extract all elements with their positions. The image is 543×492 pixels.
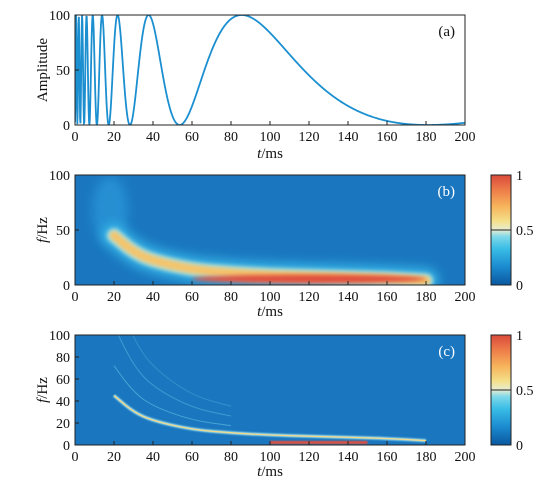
y-tick-label: 40 — [56, 395, 70, 410]
x-axis-c: 0 20 40 60 80 100 120 140 160 180 200 — [72, 441, 476, 465]
x-tick-label: 60 — [185, 450, 199, 465]
y-tick-label: 20 — [56, 417, 70, 432]
panel-label-c: (c) — [438, 344, 455, 360]
x-tick-label: 160 — [377, 290, 398, 305]
x-tick-label: 80 — [224, 130, 238, 145]
colorbar-tick-label: 1 — [516, 329, 523, 344]
y-tick-label: 100 — [49, 329, 70, 344]
panel-c-heatmap: 0 20 40 60 80 100 120 140 160 180 200 020406080100… — [35, 329, 534, 480]
x-tick-label: 180 — [416, 130, 437, 145]
x-tick-label: 200 — [455, 290, 476, 305]
colorbar-ticks-c: 00.51 — [516, 329, 534, 454]
x-tick-label: 100 — [260, 450, 281, 465]
x-tick-label: 180 — [416, 450, 437, 465]
y-axis-label-a: Amplitude — [35, 38, 51, 103]
x-tick-label: 140 — [338, 290, 359, 305]
heatmap-peak-band — [192, 274, 426, 284]
x-axis-b: 0 20 40 60 80 100 120 140 160 180 200 — [72, 281, 476, 305]
y-axis-label-c: f/Hz — [35, 377, 51, 403]
x-tick-label: 140 — [338, 450, 359, 465]
heatmap-faint-trace — [113, 365, 232, 427]
colorbar-ticks-b: 00.51 — [516, 169, 534, 294]
x-axis-label-c: t/ms — [257, 464, 283, 480]
x-tick-label: 40 — [146, 130, 160, 145]
y-axis-b: 0 50 100 — [49, 169, 79, 294]
x-tick-label: 80 — [224, 290, 238, 305]
x-tick-label: 80 — [224, 450, 238, 465]
colorbar-tick-label: 0.5 — [516, 224, 534, 239]
x-tick-label: 60 — [185, 130, 199, 145]
heatmap-faint-trace — [132, 335, 232, 407]
y-tick-label: 0 — [63, 119, 70, 134]
x-tick-label: 20 — [107, 290, 121, 305]
heatmap-background-c — [75, 335, 465, 445]
heatmap-peak-band-c — [270, 441, 368, 444]
y-tick-label: 0 — [63, 279, 70, 294]
x-tick-label: 160 — [377, 450, 398, 465]
x-tick-label: 200 — [455, 450, 476, 465]
x-axis-a: 0 20 40 60 80 100 120 140 160 180 200 — [72, 121, 476, 145]
x-tick-label: 140 — [338, 130, 359, 145]
x-tick-label: 0 — [72, 290, 79, 305]
x-tick-label: 40 — [146, 290, 160, 305]
x-tick-label: 200 — [455, 130, 476, 145]
x-tick-label: 180 — [416, 290, 437, 305]
panel-label-b: (b) — [438, 184, 456, 200]
y-tick-label: 0 — [63, 439, 70, 454]
y-axis-c: 0 20 40 60 80 100 — [49, 329, 79, 454]
x-tick-label: 40 — [146, 450, 160, 465]
x-tick-label: 120 — [299, 290, 320, 305]
x-tick-label: 120 — [299, 130, 320, 145]
y-tick-label: 50 — [56, 224, 70, 239]
x-tick-label: 120 — [299, 450, 320, 465]
y-axis-label-b: f/Hz — [35, 217, 51, 243]
y-tick-label: 50 — [56, 64, 70, 79]
colorbar-tick-label: 0 — [516, 439, 523, 454]
x-tick-label: 20 — [107, 450, 121, 465]
amplitude-series-line — [75, 15, 465, 125]
x-axis-label-a: t/ms — [257, 146, 283, 162]
colorbar-tick-label: 1 — [516, 169, 523, 184]
colorbar-tick-label: 0 — [516, 279, 523, 294]
x-tick-label: 20 — [107, 130, 121, 145]
y-tick-label: 100 — [49, 9, 70, 24]
x-tick-label: 60 — [185, 290, 199, 305]
colorbar-tick-label: 0.5 — [516, 384, 534, 399]
x-tick-label: 160 — [377, 130, 398, 145]
x-tick-label: 0 — [72, 450, 79, 465]
heatmap-ridge-core-c — [113, 395, 427, 442]
panel-b-heatmap: 0 20 40 60 80 100 120 140 160 180 200 0 50 100 (b) t… — [35, 169, 534, 320]
x-axis-label-b: t/ms — [257, 304, 283, 320]
y-axis-a: 0 50 100 — [49, 9, 79, 134]
y-tick-label: 100 — [49, 169, 70, 184]
x-tick-label: 0 — [72, 130, 79, 145]
y-tick-label: 80 — [56, 351, 70, 366]
x-tick-label: 100 — [260, 130, 281, 145]
heatmap-faint-trace — [117, 335, 232, 417]
y-tick-label: 60 — [56, 373, 70, 388]
panel-a-line-chart: 0 20 40 60 80 100 120 140 160 180 200 0 50 100 (a) t… — [35, 9, 476, 162]
x-tick-label: 100 — [260, 290, 281, 305]
panel-label-a: (a) — [438, 24, 455, 40]
